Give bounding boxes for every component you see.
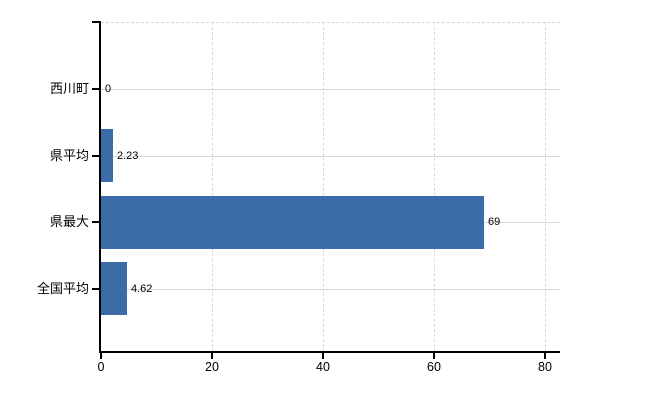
x-tick-label: 60 (427, 360, 441, 374)
bar-value-label: 0 (105, 83, 112, 95)
gridline-horizontal (101, 155, 560, 157)
x-tick-label: 40 (316, 360, 330, 374)
gridline-horizontal (101, 89, 560, 90)
category-label: 県最大 (49, 214, 89, 229)
x-axis-tick (544, 353, 546, 359)
x-tick-label: 20 (205, 360, 219, 374)
gridline-horizontal (101, 288, 560, 290)
y-axis (99, 21, 101, 353)
x-axis-tick (433, 353, 435, 359)
plot-top-border (101, 22, 560, 23)
x-axis-tick (100, 353, 102, 359)
bar-value-label: 4.62 (131, 282, 153, 295)
y-axis-tick (92, 287, 99, 290)
bar-value-label: 2.23 (117, 149, 139, 162)
x-axis (99, 351, 560, 353)
gridline-vertical (545, 22, 546, 352)
bar (101, 262, 127, 315)
x-tick-label: 80 (538, 360, 552, 374)
y-axis-tick (92, 21, 99, 23)
y-axis-tick (92, 88, 99, 90)
x-axis-tick (211, 353, 213, 359)
bar-value-label: 69 (488, 216, 501, 228)
gridline-vertical (212, 22, 213, 352)
gridline-vertical (434, 22, 435, 352)
bar (101, 195, 484, 249)
y-axis-tick (92, 154, 99, 157)
bar (101, 129, 113, 182)
gridline-vertical (323, 22, 324, 352)
x-tick-label: 0 (97, 360, 105, 374)
x-axis-tick (322, 353, 324, 359)
category-label: 西川町 (49, 81, 89, 96)
category-label: 全国平均 (36, 280, 89, 296)
category-label: 県平均 (49, 147, 89, 163)
y-axis-tick (92, 221, 99, 223)
